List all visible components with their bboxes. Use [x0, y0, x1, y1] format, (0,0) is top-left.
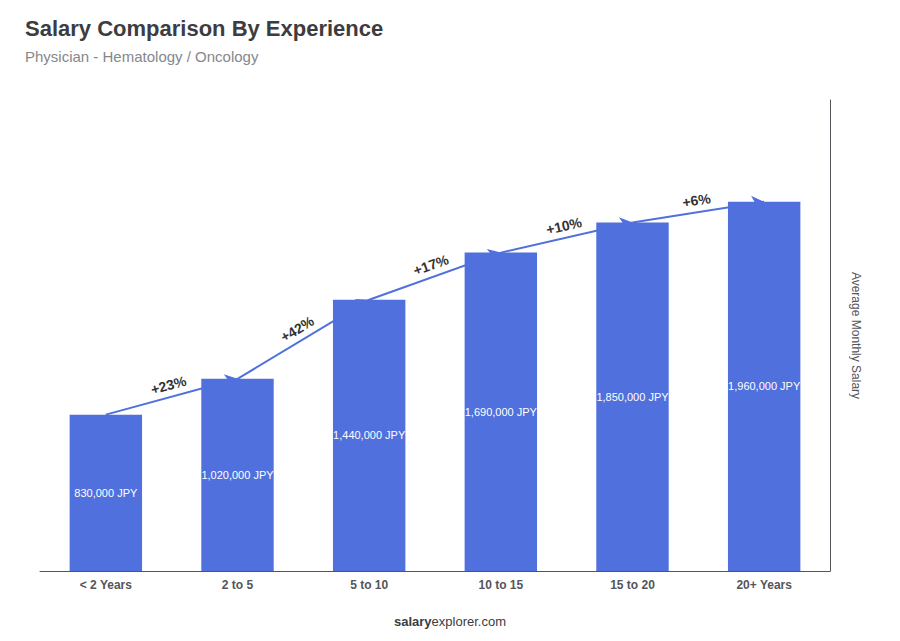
svg-text:Salary Comparison By Experienc: Salary Comparison By Experience: [25, 16, 383, 41]
svg-text:1,850,000 JPY: 1,850,000 JPY: [596, 391, 669, 403]
svg-text:+23%: +23%: [149, 373, 189, 398]
svg-text:+6%: +6%: [681, 190, 712, 210]
svg-text:20+ Years: 20+ Years: [736, 578, 792, 592]
svg-text:+10%: +10%: [545, 214, 584, 238]
svg-text:10 to 15: 10 to 15: [478, 578, 523, 592]
svg-text:+42%: +42%: [278, 313, 318, 346]
svg-text:1,020,000 JPY: 1,020,000 JPY: [201, 469, 274, 481]
svg-text:salary: salary: [394, 614, 432, 629]
svg-text:explorer.com: explorer.com: [432, 614, 506, 629]
svg-text:1,960,000 JPY: 1,960,000 JPY: [728, 380, 801, 392]
svg-text:< 2 Years: < 2 Years: [80, 578, 132, 592]
svg-text:15 to 20: 15 to 20: [610, 578, 655, 592]
svg-text:Average Monthly Salary: Average Monthly Salary: [849, 272, 863, 399]
svg-text:2 to 5: 2 to 5: [222, 578, 254, 592]
svg-text:1,690,000 JPY: 1,690,000 JPY: [465, 406, 538, 418]
svg-text:1,440,000 JPY: 1,440,000 JPY: [333, 429, 406, 441]
svg-text:+17%: +17%: [411, 251, 451, 278]
svg-text:830,000 JPY: 830,000 JPY: [74, 487, 138, 499]
svg-text:Physician - Hematology / Oncol: Physician - Hematology / Oncology: [25, 48, 259, 65]
svg-text:5 to 10: 5 to 10: [350, 578, 388, 592]
